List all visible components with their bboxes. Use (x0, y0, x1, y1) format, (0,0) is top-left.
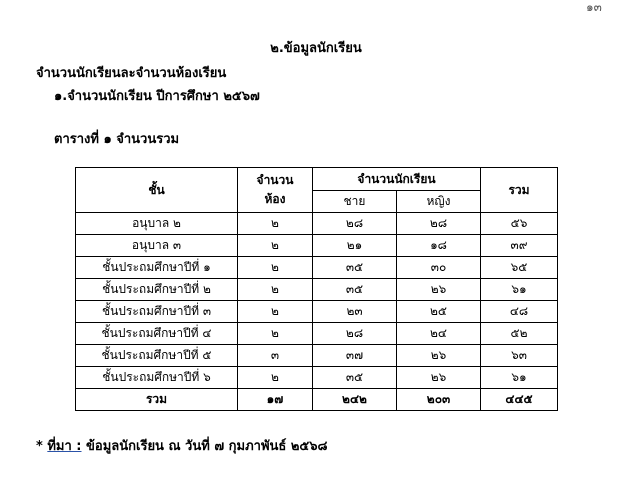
source-label: ที่มา : (47, 439, 82, 454)
total-total: ๔๔๕ (480, 388, 558, 411)
total-male: ๒๔๒ (312, 388, 397, 411)
cell-female: ๒๕ (396, 300, 481, 323)
cell-rooms: ๒ (237, 234, 313, 257)
cell-total: ๔๘ (480, 300, 558, 323)
header-female: หญิง (396, 190, 481, 213)
cell-male: ๓๕ (312, 256, 397, 279)
cell-female: ๒๔ (396, 322, 481, 345)
cell-male: ๓๗ (312, 344, 397, 367)
cell-rooms: ๒ (237, 322, 313, 345)
cell-level: ชั้นประถมศึกษาปีที่ ๓ (75, 300, 238, 323)
table-row: ชั้นประถมศึกษาปีที่ ๖๒๓๕ ๒๖ ๖๑ (75, 366, 558, 389)
cell-male: ๒๓ (312, 300, 397, 323)
table-row: อนุบาล ๒๒๒๘ ๒๘ ๕๖ (75, 212, 558, 235)
table-caption: ตารางที่ ๑ จำนวนรวม (54, 132, 180, 147)
subtitle: จำนวนนักเรียนละจำนวนห้องเรียน (36, 66, 227, 81)
cell-level: อนุบาล ๓ (75, 234, 238, 257)
cell-female: ๒๘ (396, 212, 481, 235)
section-title: ๒.ข้อมูลนักเรียน (270, 41, 362, 56)
header-rooms: จำนวน ห้อง (237, 167, 313, 213)
cell-female: ๒๖ (396, 344, 481, 367)
cell-male: ๒๘ (312, 322, 397, 345)
cell-total: ๕๒ (480, 322, 558, 345)
cell-male: ๓๕ (312, 278, 397, 301)
cell-level: ชั้นประถมศึกษาปีที่ ๔ (75, 322, 238, 345)
header-total: รวม (480, 167, 558, 213)
source-text: ข้อมูลนักเรียน ณ วันที่ ๗ กุมภาพันธ์ ๒๕๖… (81, 439, 328, 454)
cell-level: ชั้นประถมศึกษาปีที่ ๑ (75, 256, 238, 279)
page-number: ๑๓ (586, 0, 602, 14)
cell-level: ชั้นประถมศึกษาปีที่ ๕ (75, 344, 238, 367)
cell-total: ๖๓ (480, 344, 558, 367)
cell-level: ชั้นประถมศึกษาปีที่ ๒ (75, 278, 238, 301)
cell-male: ๒๑ (312, 234, 397, 257)
table-row: ชั้นประถมศึกษาปีที่ ๕๓๓๗ ๒๖ ๖๓ (75, 344, 558, 367)
cell-total: ๕๖ (480, 212, 558, 235)
table-row: ชั้นประถมศึกษาปีที่ ๔๒๒๘ ๒๔ ๕๒ (75, 322, 558, 345)
cell-total: ๖๕ (480, 256, 558, 279)
cell-male: ๓๕ (312, 366, 397, 389)
cell-rooms: ๒ (237, 300, 313, 323)
total-row: รวม ๑๗ ๒๔๒ ๒๐๓ ๔๔๕ (75, 388, 558, 411)
cell-rooms: ๓ (237, 344, 313, 367)
table-row: ชั้นประถมศึกษาปีที่ ๑๒๓๕ ๓๐ ๖๕ (75, 256, 558, 279)
cell-rooms: ๒ (237, 278, 313, 301)
table-row: อนุบาล ๓๒๒๑ ๑๘ ๓๙ (75, 234, 558, 257)
cell-total: ๖๑ (480, 366, 558, 389)
total-level: รวม (75, 388, 238, 411)
cell-female: ๒๖ (396, 278, 481, 301)
cell-rooms: ๒ (237, 366, 313, 389)
cell-rooms: ๒ (237, 256, 313, 279)
cell-female: ๒๖ (396, 366, 481, 389)
header-male: ชาย (312, 190, 397, 213)
source-note: * ที่มา : ข้อมูลนักเรียน ณ วันที่ ๗ กุมภ… (36, 439, 328, 454)
cell-female: ๑๘ (396, 234, 481, 257)
cell-total: ๖๑ (480, 278, 558, 301)
table-row: ชั้นประถมศึกษาปีที่ ๒๒๓๕ ๒๖ ๖๑ (75, 278, 558, 301)
total-rooms: ๑๗ (237, 388, 313, 411)
table-row: ชั้นประถมศึกษาปีที่ ๓๒๒๓ ๒๕ ๔๘ (75, 300, 558, 323)
cell-level: ชั้นประถมศึกษาปีที่ ๖ (75, 366, 238, 389)
item-heading: ๑.จำนวนนักเรียน ปีการศึกษา ๒๕๖๗ (54, 89, 260, 104)
cell-level: อนุบาล ๒ (75, 212, 238, 235)
cell-male: ๒๘ (312, 212, 397, 235)
cell-rooms: ๒ (237, 212, 313, 235)
cell-female: ๓๐ (396, 256, 481, 279)
header-level: ชั้น (75, 167, 238, 213)
cell-total: ๓๙ (480, 234, 558, 257)
total-female: ๒๐๓ (396, 388, 481, 411)
student-table: ชั้น จำนวน ห้อง จำนวนนักเรียน รวม ชาย หญิ… (75, 167, 558, 411)
header-students: จำนวนนักเรียน (312, 167, 481, 191)
